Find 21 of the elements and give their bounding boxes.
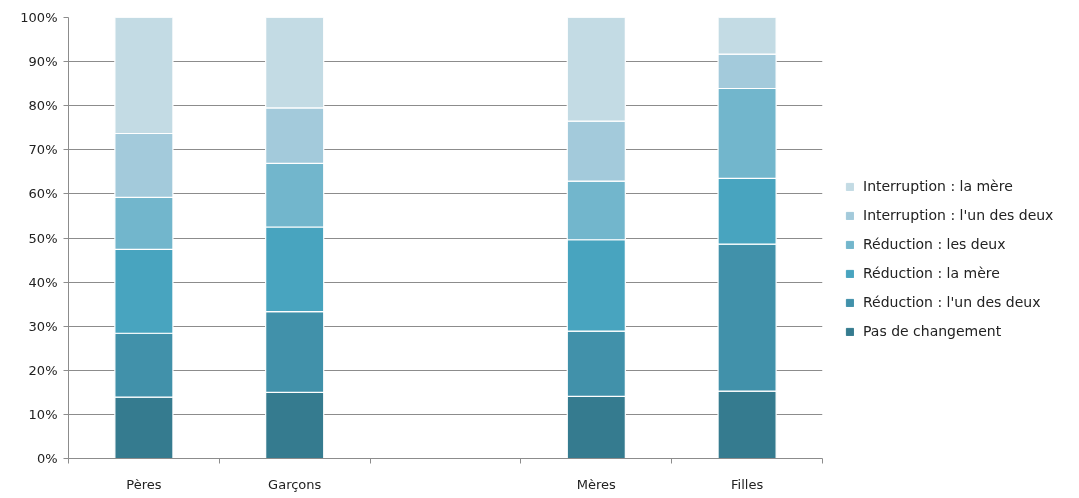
y-tick-label: 0% (36, 451, 58, 466)
y-tick-label: 100% (20, 10, 58, 25)
x-tick-label: Mères (576, 476, 617, 492)
x-tick-label: Filles (731, 476, 764, 492)
y-tick-label: 10% (28, 406, 58, 422)
x-tick-label: Pères (126, 476, 162, 492)
y-tick-label: 40% (28, 274, 58, 290)
y-tick-label: 30% (28, 318, 58, 334)
x-tick-label: Garçons (268, 476, 322, 492)
y-tick-label: 70% (28, 142, 58, 158)
y-tick-label: 90% (28, 54, 58, 70)
y-tick-label: 50% (28, 230, 58, 246)
y-tick-label: 80% (28, 98, 58, 114)
legend-label: Réduction : les deux (863, 236, 1006, 252)
legend-label: Pas de changement (863, 323, 1002, 339)
legend-label: Interruption : la mère (863, 178, 1013, 194)
y-tick-label: 20% (28, 362, 58, 378)
legend-label: Réduction : l'un des deux (863, 294, 1041, 310)
legend-label: Réduction : la mère (863, 265, 1000, 281)
legend-label: Interruption : l'un des deux (863, 207, 1054, 223)
y-tick-label: 60% (28, 186, 58, 202)
